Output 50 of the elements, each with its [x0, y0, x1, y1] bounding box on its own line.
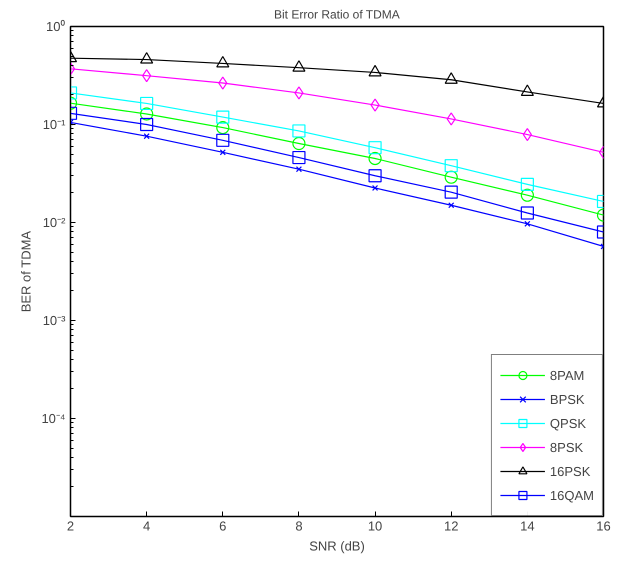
x-tick-label: 12	[444, 518, 458, 534]
point	[444, 170, 458, 184]
y-tick-label: 10⁰	[46, 19, 66, 34]
x-tick-label: 10	[368, 518, 382, 534]
point	[444, 159, 458, 172]
legend-label: QPSK	[550, 414, 586, 432]
legend-label: 16PSK	[550, 462, 590, 480]
legend-label: 8PAM	[550, 366, 584, 384]
point	[296, 166, 302, 172]
x-tick-label: 6	[219, 518, 226, 534]
point	[144, 133, 150, 140]
legend-label: 8PSK	[550, 438, 584, 456]
y-tick-label: 10⁻¹	[42, 117, 66, 132]
x-tick-label: 16	[596, 518, 611, 534]
point	[140, 107, 154, 121]
point	[294, 86, 304, 100]
point	[368, 152, 382, 166]
point	[444, 186, 458, 199]
chart-title: Bit Error Ratio of TDMA	[274, 8, 400, 22]
point	[140, 52, 154, 64]
x-axis-title: SNR (dB)	[309, 538, 365, 554]
point	[520, 188, 534, 202]
point	[140, 96, 154, 110]
point	[216, 110, 230, 124]
point	[520, 206, 534, 220]
y-tick-label: 10⁻³	[42, 313, 66, 328]
y-tick-label: 10⁻²	[42, 215, 66, 230]
point	[368, 141, 382, 154]
x-tick-label: 4	[143, 518, 150, 534]
y-axis-title: BER of TDMA	[18, 230, 34, 312]
point	[216, 134, 230, 147]
point	[448, 202, 454, 208]
point	[372, 184, 378, 192]
point	[220, 149, 226, 156]
point	[292, 150, 306, 164]
point	[368, 169, 382, 182]
point	[216, 121, 230, 134]
point	[292, 136, 306, 150]
point	[142, 69, 152, 82]
point	[140, 118, 154, 132]
legend-label: BPSK	[550, 390, 585, 408]
point	[520, 178, 534, 191]
point	[292, 124, 306, 138]
x-tick-label: 2	[66, 518, 74, 534]
x-tick-label: 14	[520, 518, 535, 534]
y-tick-label: 10⁻⁴	[41, 411, 66, 426]
legend-label: 16QAM	[550, 486, 594, 504]
x-tick-label: 8	[295, 518, 303, 534]
point	[370, 98, 380, 112]
point	[524, 220, 530, 227]
